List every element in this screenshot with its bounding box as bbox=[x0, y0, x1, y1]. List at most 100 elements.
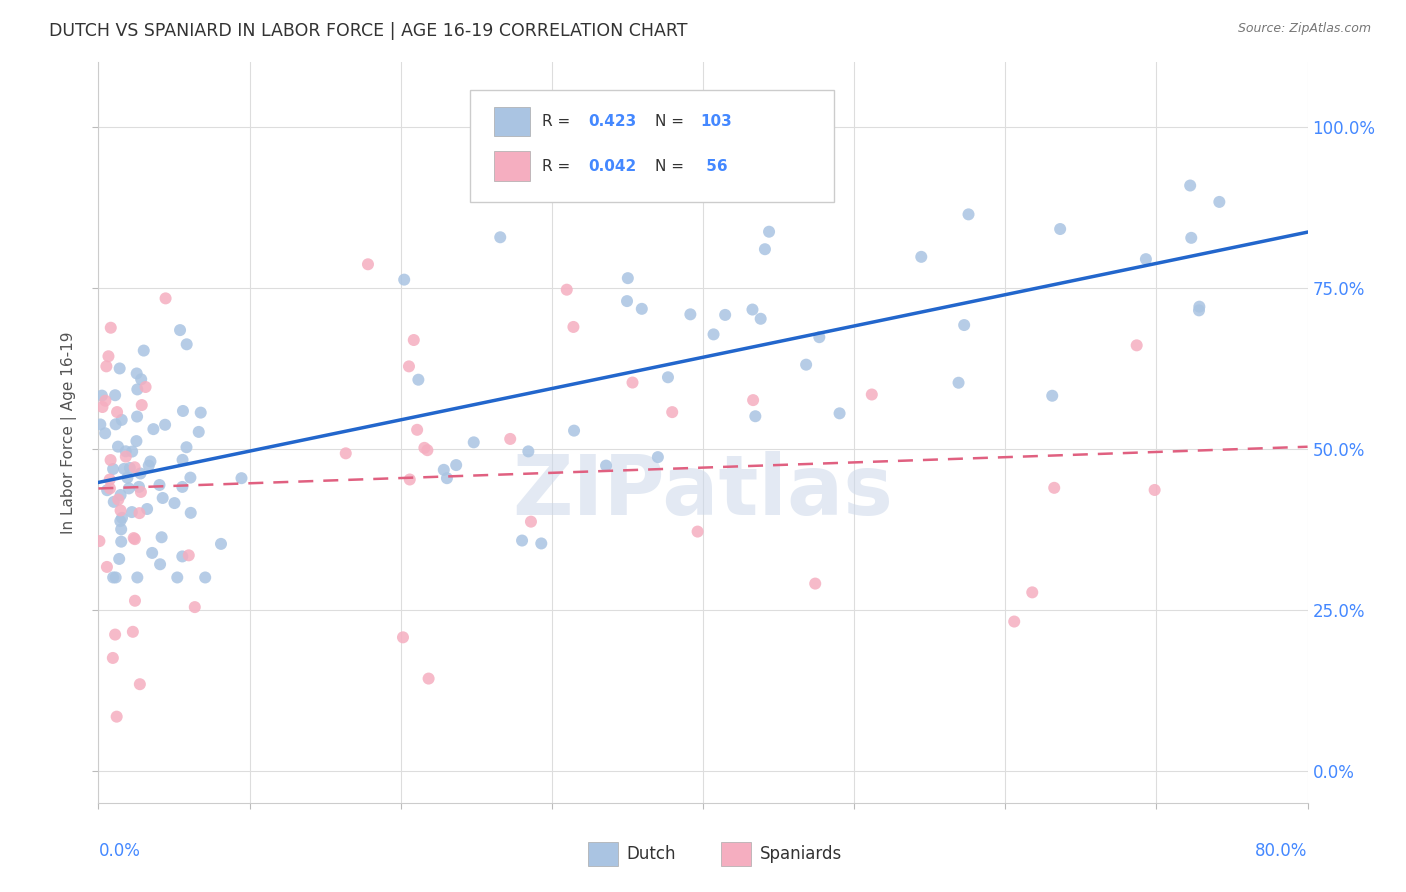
Point bbox=[744, 409, 766, 424]
Point bbox=[107, 440, 129, 454]
Point bbox=[408, 373, 430, 387]
Point bbox=[141, 546, 163, 560]
Point bbox=[190, 406, 212, 420]
Point bbox=[741, 302, 763, 317]
Text: 56: 56 bbox=[700, 159, 727, 174]
Point bbox=[702, 327, 724, 342]
Point bbox=[1188, 300, 1211, 314]
Point bbox=[169, 323, 191, 337]
Point bbox=[153, 417, 176, 432]
Point bbox=[131, 398, 153, 412]
Point bbox=[1040, 389, 1063, 403]
Point bbox=[98, 473, 121, 487]
Point bbox=[125, 367, 148, 381]
Point bbox=[149, 558, 172, 572]
Point bbox=[172, 404, 194, 418]
Point bbox=[860, 387, 883, 401]
Text: 0.423: 0.423 bbox=[588, 114, 637, 129]
Point bbox=[1043, 481, 1066, 495]
Point bbox=[1125, 338, 1147, 352]
Point bbox=[413, 441, 436, 455]
Point bbox=[1049, 222, 1071, 236]
Point bbox=[98, 482, 121, 496]
Point bbox=[520, 515, 543, 529]
Point bbox=[172, 453, 194, 467]
Point bbox=[104, 388, 127, 402]
Text: N =: N = bbox=[655, 159, 689, 174]
Point bbox=[155, 291, 177, 305]
Point bbox=[1188, 303, 1211, 318]
Point bbox=[1143, 483, 1166, 497]
Point bbox=[94, 393, 117, 408]
Point bbox=[517, 444, 540, 458]
Point bbox=[754, 242, 776, 256]
Point bbox=[111, 511, 134, 525]
Point bbox=[184, 600, 207, 615]
Point bbox=[1208, 194, 1230, 209]
Point bbox=[595, 458, 617, 473]
Point bbox=[112, 462, 135, 476]
Point bbox=[555, 283, 578, 297]
Point bbox=[948, 376, 970, 390]
Point bbox=[172, 549, 194, 564]
Point bbox=[117, 471, 139, 485]
Point bbox=[125, 434, 148, 448]
Point bbox=[89, 417, 111, 432]
Point bbox=[121, 444, 143, 458]
Point bbox=[103, 495, 125, 509]
Point bbox=[530, 536, 553, 550]
Point bbox=[110, 534, 132, 549]
Point bbox=[749, 311, 772, 326]
Point bbox=[100, 453, 122, 467]
Point bbox=[138, 458, 160, 473]
Point bbox=[129, 484, 152, 499]
Point bbox=[661, 405, 683, 419]
Text: 103: 103 bbox=[700, 114, 733, 129]
Point bbox=[96, 483, 118, 498]
Point bbox=[187, 425, 209, 439]
Point bbox=[616, 294, 638, 309]
Point bbox=[110, 522, 132, 536]
Text: 0.042: 0.042 bbox=[588, 159, 637, 174]
FancyBboxPatch shape bbox=[470, 90, 834, 202]
Point bbox=[163, 496, 186, 510]
Point bbox=[100, 320, 122, 334]
Point bbox=[406, 423, 429, 437]
Point bbox=[957, 207, 980, 221]
Point bbox=[139, 454, 162, 468]
Point bbox=[89, 534, 111, 549]
Point bbox=[194, 570, 217, 584]
Text: Source: ZipAtlas.com: Source: ZipAtlas.com bbox=[1237, 22, 1371, 36]
Point bbox=[107, 492, 129, 507]
Text: Dutch: Dutch bbox=[627, 845, 676, 863]
Point bbox=[101, 651, 124, 665]
Point bbox=[1021, 585, 1043, 599]
Point bbox=[101, 570, 124, 584]
Point bbox=[177, 549, 200, 563]
Text: ZIPatlas: ZIPatlas bbox=[513, 451, 893, 533]
Point bbox=[128, 506, 150, 520]
FancyBboxPatch shape bbox=[588, 842, 619, 866]
Point bbox=[714, 308, 737, 322]
Point bbox=[562, 320, 585, 334]
Text: R =: R = bbox=[543, 159, 575, 174]
Point bbox=[1178, 178, 1201, 193]
Point bbox=[166, 570, 188, 584]
Point bbox=[794, 358, 817, 372]
Point bbox=[128, 480, 150, 494]
Point bbox=[94, 426, 117, 441]
Point bbox=[118, 461, 141, 475]
Point bbox=[148, 478, 170, 492]
Point bbox=[392, 273, 415, 287]
Point bbox=[96, 359, 118, 374]
Point bbox=[124, 593, 146, 607]
Point bbox=[118, 482, 141, 496]
Point bbox=[127, 409, 149, 424]
Point bbox=[110, 514, 132, 528]
Point bbox=[114, 450, 136, 464]
Point bbox=[617, 271, 640, 285]
Point bbox=[176, 440, 198, 454]
Text: 0.0%: 0.0% bbox=[98, 842, 141, 860]
Point bbox=[1002, 615, 1025, 629]
Point bbox=[124, 460, 146, 475]
